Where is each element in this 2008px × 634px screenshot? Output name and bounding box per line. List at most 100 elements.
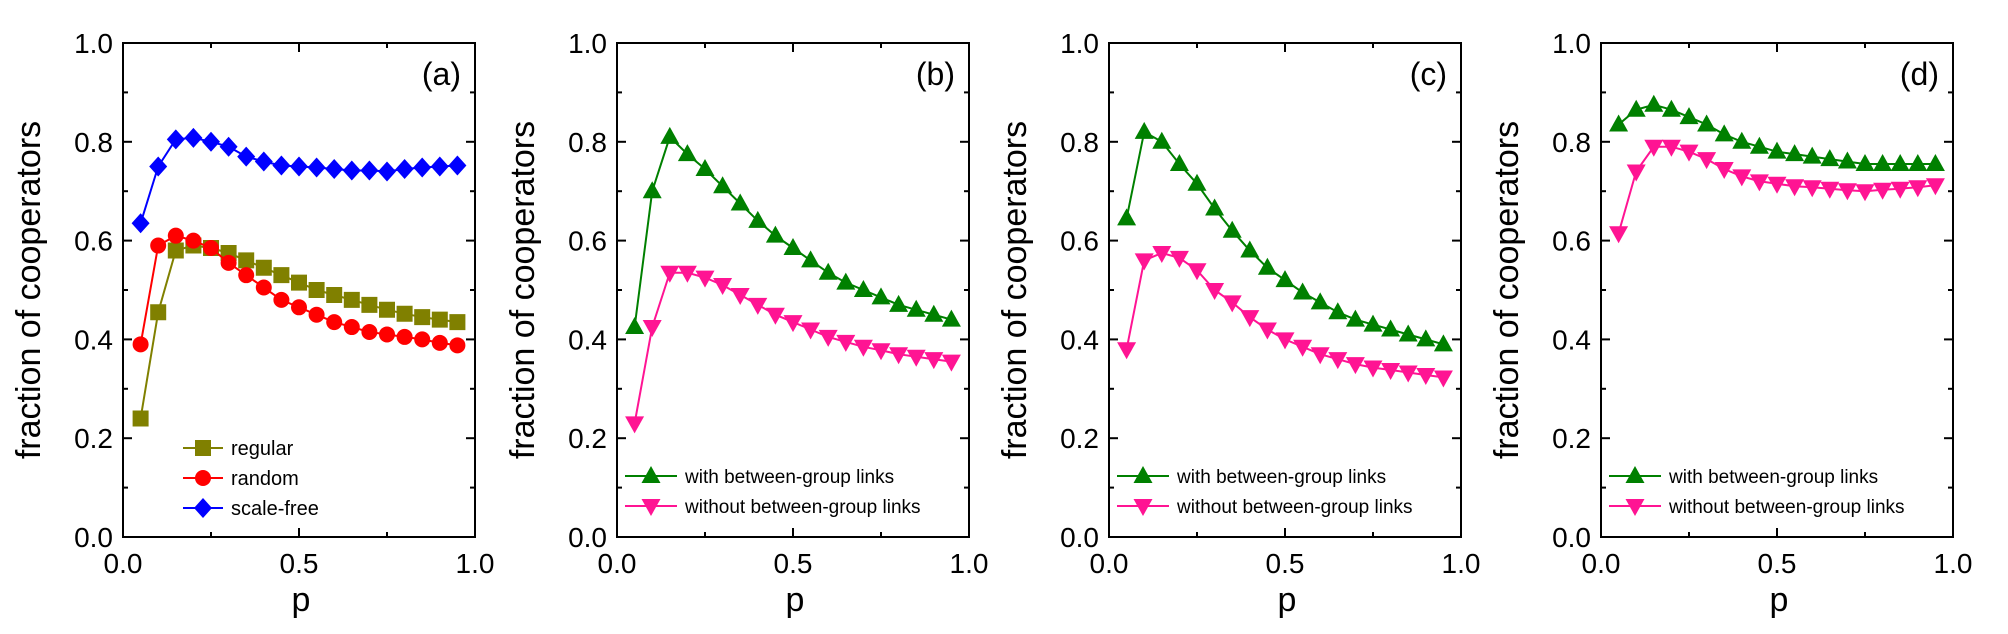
data-point <box>836 334 856 352</box>
data-point <box>1310 292 1330 310</box>
x-axis-label: p <box>1770 581 1789 619</box>
data-point <box>1328 352 1348 370</box>
data-point <box>889 347 909 365</box>
data-point <box>1117 208 1137 226</box>
y-tick-label: 0.8 <box>74 127 113 158</box>
data-point <box>343 291 360 308</box>
y-axis-label: fraction of cooperators <box>504 121 542 459</box>
data-point <box>1732 169 1752 187</box>
data-point <box>430 156 449 177</box>
legend-marker <box>195 440 211 456</box>
data-point <box>132 336 149 353</box>
y-axis-label: fraction of cooperators <box>1488 121 1526 459</box>
panel-d: 0.0 0.2 0.4 0.6 0.8 1.0 0.0 0.5 1.0 p fraction of … <box>1488 28 1972 619</box>
data-point <box>1240 240 1260 258</box>
data-point <box>1134 121 1154 139</box>
series-without-between-group-links <box>1117 245 1453 388</box>
data-point <box>677 144 697 162</box>
data-point <box>1802 146 1822 164</box>
y-tick-label: 0.8 <box>568 127 607 158</box>
data-point <box>449 314 466 331</box>
legend-label: with between-group links <box>1668 467 1878 488</box>
data-point <box>1416 367 1436 385</box>
y-tick-label: 0.4 <box>1060 324 1099 355</box>
data-point <box>396 305 413 322</box>
series-without-between-group-links <box>1609 139 1945 244</box>
data-point <box>1328 302 1348 320</box>
data-point <box>1293 282 1313 300</box>
series-scale-free <box>131 127 467 234</box>
data-point <box>1117 342 1137 360</box>
data-point <box>238 252 255 269</box>
data-point <box>1205 283 1225 300</box>
data-point <box>184 127 203 148</box>
y-tick-label: 1.0 <box>1060 28 1099 59</box>
legend-marker <box>1625 466 1645 483</box>
data-point <box>1714 161 1734 179</box>
data-point <box>1890 181 1910 199</box>
plot-frame <box>616 42 970 538</box>
data-point <box>1275 270 1295 288</box>
data-point <box>1644 139 1664 157</box>
data-point <box>941 309 961 327</box>
x-tick-label: 0.0 <box>104 548 143 579</box>
legend-label: without between-group links <box>1668 497 1905 518</box>
legend-marker <box>194 498 212 518</box>
data-point <box>1802 180 1822 198</box>
data-point <box>801 250 821 268</box>
data-point <box>1240 310 1260 328</box>
series-line <box>139 136 458 224</box>
data-point <box>713 278 733 296</box>
data-point <box>677 265 697 283</box>
data-point <box>1925 154 1945 172</box>
data-point <box>166 129 185 150</box>
data-point <box>801 322 821 340</box>
data-point <box>379 301 395 318</box>
data-point <box>1626 99 1646 117</box>
data-point <box>1820 149 1840 167</box>
legend-label: without between-group links <box>1176 497 1413 518</box>
legend-marker <box>195 470 211 486</box>
data-point <box>818 262 838 280</box>
data-point <box>1873 154 1893 172</box>
data-point <box>924 304 944 322</box>
data-point <box>361 296 378 313</box>
data-point <box>290 156 308 177</box>
data-point <box>1767 141 1787 159</box>
data-point <box>1433 370 1453 388</box>
data-point <box>730 287 750 305</box>
panel-label: (c) <box>1410 56 1447 92</box>
data-point <box>695 158 715 176</box>
data-point <box>1767 176 1787 194</box>
data-point <box>448 155 467 176</box>
panel-c: 0.0 0.2 0.4 0.6 0.8 1.0 0.0 0.5 1.0 p fraction of … <box>996 28 1480 619</box>
data-point <box>1697 152 1717 170</box>
data-point <box>1749 136 1769 154</box>
data-point <box>1381 319 1401 337</box>
legend-label: without between-group links <box>684 497 921 518</box>
data-point <box>1679 144 1699 162</box>
x-tick-label: 0.0 <box>1090 548 1129 579</box>
data-point <box>1785 179 1805 197</box>
data-point <box>255 259 272 276</box>
data-point <box>1873 182 1893 200</box>
data-point <box>342 160 361 181</box>
data-point <box>272 155 291 176</box>
data-point <box>1661 139 1681 157</box>
data-point <box>1714 124 1734 142</box>
x-tick-label: 0.0 <box>598 548 637 579</box>
x-tick-label: 0.5 <box>774 548 813 579</box>
data-point <box>1749 174 1769 192</box>
data-point <box>1187 263 1207 281</box>
data-point <box>1187 173 1207 191</box>
panel-a: 0.0 0.2 0.4 0.6 0.8 1.0 0.0 0.5 1.0 p fraction of … <box>10 28 494 619</box>
series-line <box>633 135 952 328</box>
data-point <box>326 314 343 331</box>
plot-frame <box>1108 42 1462 538</box>
data-point <box>853 339 873 357</box>
data-point <box>1363 360 1383 378</box>
panel-label: (a) <box>422 56 461 92</box>
y-axis-label: fraction of cooperators <box>996 121 1034 459</box>
data-point <box>1609 226 1629 244</box>
data-point <box>660 126 680 144</box>
